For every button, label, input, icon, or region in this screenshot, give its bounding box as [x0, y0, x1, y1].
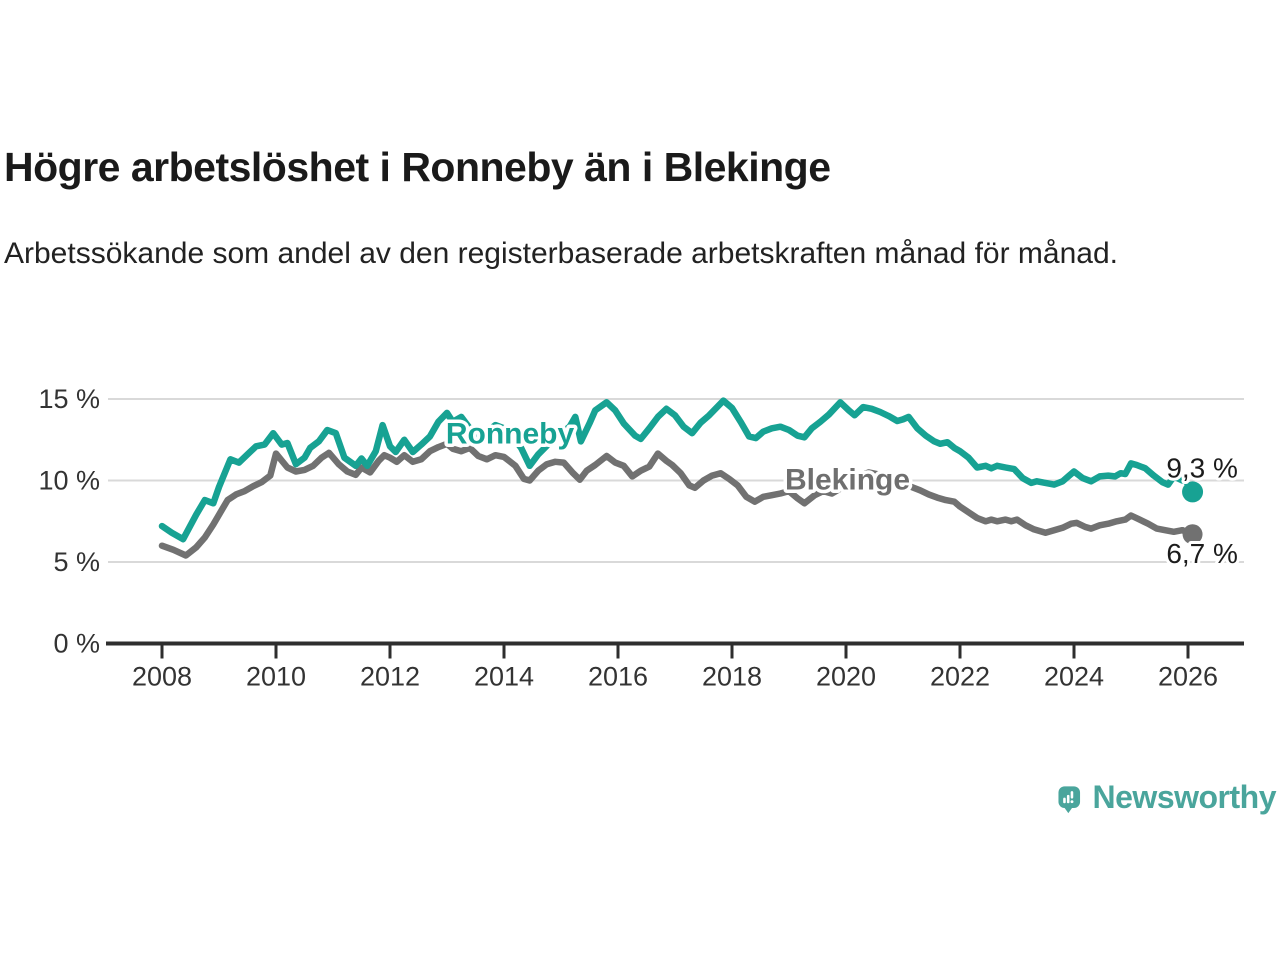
- newsworthy-wordmark: Newsworthy: [1092, 778, 1277, 815]
- ronneby-label: Ronneby: [446, 417, 575, 450]
- x-tick-label: 2024: [1044, 662, 1104, 692]
- ronneby-end-dot: [1182, 481, 1204, 503]
- page-subtitle: Arbetssökande som andel av den registerb…: [4, 237, 1118, 270]
- end-value-label-ronneby: 9,3 %: [1166, 453, 1238, 484]
- newsworthy-bubble-barchart-icon: [1058, 786, 1081, 814]
- blekinge-label: Blekinge: [785, 463, 910, 496]
- x-tick-label: 2008: [132, 662, 192, 692]
- x-tick-label: 2022: [930, 662, 990, 692]
- x-tick-label: 2026: [1158, 662, 1218, 692]
- newsworthy-logo: Newsworthy: [1058, 770, 1277, 830]
- y-tick-label: 15 %: [38, 384, 100, 414]
- x-tick-label: 2014: [474, 662, 534, 692]
- end-value-label-blekinge: 6,7 %: [1166, 538, 1238, 569]
- x-tick-label: 2012: [360, 662, 420, 692]
- x-tick-label: 2018: [702, 662, 762, 692]
- x-tick-label: 2020: [816, 662, 876, 692]
- line-chart: 0 % 5 % 10 % 15 % 2008 2010 2012 2014 2016 2018 20…: [0, 378, 1280, 700]
- ronneby-line: [158, 397, 1186, 543]
- y-tick-label: 10 %: [38, 466, 100, 496]
- y-tick-label: 0 %: [53, 629, 100, 659]
- blekinge-line: [158, 440, 1186, 559]
- x-tick-label: 2016: [588, 662, 648, 692]
- chart-svg: 0 % 5 % 10 % 15 % 2008 2010 2012 2014 2016 2018 20…: [38, 384, 1244, 692]
- y-tick-label: 5 %: [53, 547, 100, 577]
- blekinge-end-dot: [1182, 524, 1203, 545]
- page-title: Högre arbetslöshet i Ronneby än i Blekin…: [4, 144, 831, 190]
- x-tick-label: 2010: [246, 662, 306, 692]
